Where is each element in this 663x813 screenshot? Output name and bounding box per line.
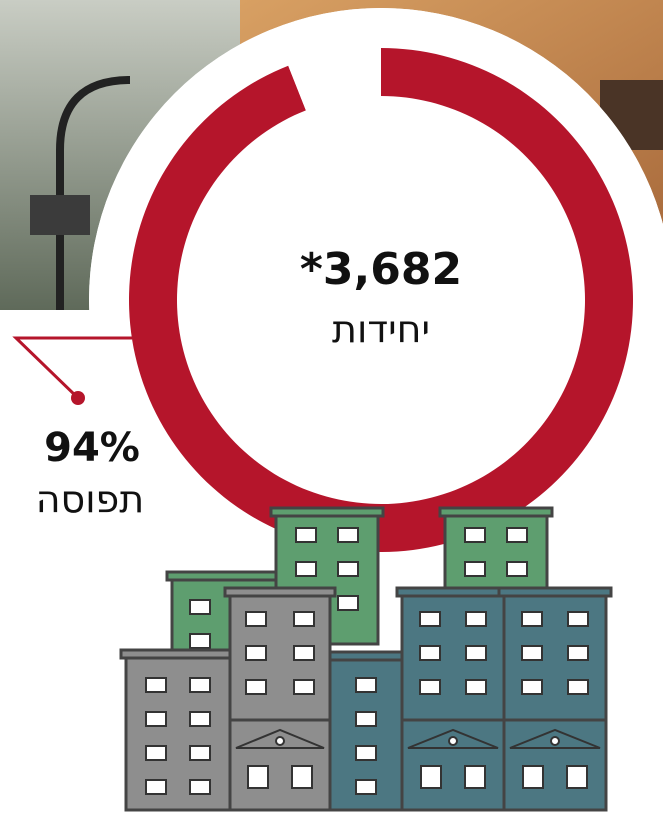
window [146, 678, 166, 692]
roof [321, 652, 409, 660]
window [356, 780, 376, 794]
ornament [449, 737, 457, 745]
window [294, 646, 314, 660]
ornament [276, 737, 284, 745]
window [146, 780, 166, 794]
window [522, 646, 542, 660]
window [190, 600, 210, 614]
building [504, 594, 606, 810]
window [507, 562, 527, 576]
category-label: תפוסה [36, 478, 145, 522]
window [296, 528, 316, 542]
roof [271, 508, 383, 516]
window [568, 646, 588, 660]
window [296, 562, 316, 576]
window [146, 712, 166, 726]
door-window [465, 766, 485, 788]
window [246, 680, 266, 694]
ornament [551, 737, 559, 745]
window [356, 678, 376, 692]
window [190, 780, 210, 794]
roof [499, 588, 611, 596]
window [338, 596, 358, 610]
building [126, 656, 230, 810]
window [338, 562, 358, 576]
window [246, 612, 266, 626]
window [465, 562, 485, 576]
window [507, 528, 527, 542]
door-window [292, 766, 312, 788]
center-label: יחידות [332, 308, 430, 352]
window [466, 612, 486, 626]
value-label: 94% [44, 425, 140, 471]
door-window [567, 766, 587, 788]
lamp [30, 195, 90, 235]
window [522, 612, 542, 626]
door-window [523, 766, 543, 788]
window [466, 680, 486, 694]
roof [440, 508, 552, 516]
window [568, 680, 588, 694]
roof [225, 588, 335, 596]
callout-dot [71, 391, 85, 405]
roof [167, 572, 285, 580]
window [190, 746, 210, 760]
window [246, 646, 266, 660]
window [294, 612, 314, 626]
door-window [421, 766, 441, 788]
window [465, 528, 485, 542]
window [420, 646, 440, 660]
window [420, 612, 440, 626]
window [466, 646, 486, 660]
window [420, 680, 440, 694]
roof [397, 588, 509, 596]
infographic: *3,682 יחידות 94% תפוסה [0, 0, 663, 813]
window [356, 746, 376, 760]
center-value: *3,682 [300, 244, 462, 295]
window [522, 680, 542, 694]
roof [121, 650, 235, 658]
window [190, 712, 210, 726]
window [294, 680, 314, 694]
window [356, 712, 376, 726]
building [402, 594, 504, 810]
window [190, 678, 210, 692]
window [338, 528, 358, 542]
window [146, 746, 166, 760]
window [190, 634, 210, 648]
door-window [248, 766, 268, 788]
window [568, 612, 588, 626]
